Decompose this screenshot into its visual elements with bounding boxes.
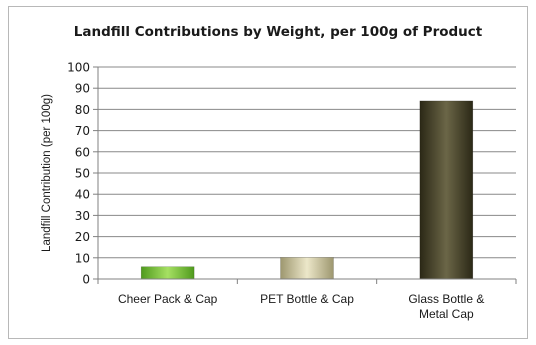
y-tick-label: 10: [75, 251, 90, 265]
bar: [419, 100, 474, 280]
x-category-label: Metal Cap: [419, 307, 474, 321]
x-category-label: PET Bottle & Cap: [260, 292, 354, 306]
y-tick-label: 100: [67, 61, 90, 75]
x-category-label: Cheer Pack & Cap: [118, 292, 218, 306]
y-tick-label: 60: [75, 145, 90, 159]
y-tick-label: 90: [75, 82, 90, 96]
y-axis-ticks: 0 10 20 30 40 50 60 70 80 90 100: [67, 61, 98, 287]
y-tick-label: 0: [82, 273, 90, 287]
y-tick-label: 70: [75, 124, 90, 138]
bar: [280, 257, 334, 280]
bar: [140, 266, 195, 280]
bars: [140, 100, 474, 280]
y-tick-label: 80: [75, 103, 90, 117]
x-axis-categories: Cheer Pack & Cap PET Bottle & Cap Glass Bo…: [118, 292, 484, 321]
y-tick-label: 40: [75, 188, 90, 202]
chart-title: Landfill Contributions by Weight, per 10…: [74, 24, 483, 40]
y-tick-label: 20: [75, 230, 90, 244]
y-tick-label: 50: [75, 167, 90, 181]
x-category-label: Glass Bottle &: [408, 292, 484, 306]
y-axis-label: Landfill Contribution (per 100g): [41, 94, 53, 252]
axes: [97, 67, 517, 284]
y-tick-label: 30: [75, 209, 90, 223]
